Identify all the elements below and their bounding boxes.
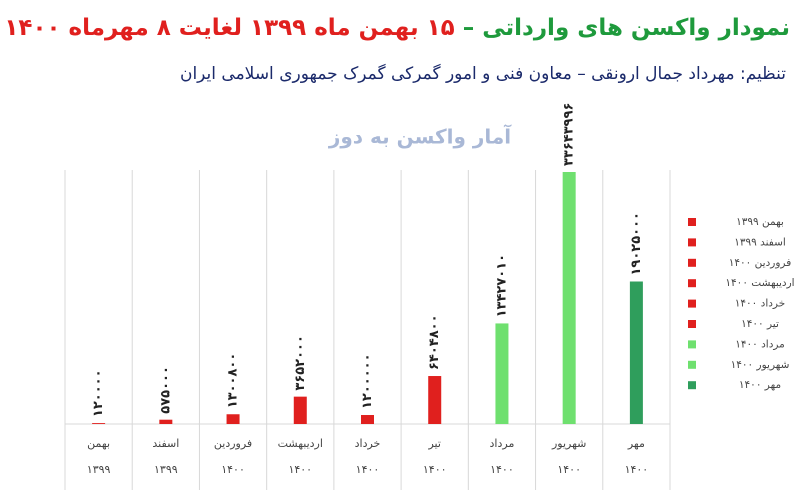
x-tick-label: بهمن ۱۳۹۹ (87, 437, 111, 476)
legend-swatch (688, 258, 696, 267)
value-label: ۱۲۰۰۰۰ (91, 369, 106, 417)
legend-label: مهر ۱۴۰۰ (739, 379, 781, 391)
x-tick-label: تیر ۱۴۰۰ (423, 437, 447, 476)
bar (562, 172, 576, 424)
x-tick-label: فروردین ۱۴۰۰ (214, 437, 252, 476)
legend-swatch (688, 218, 696, 226)
x-tick-label: خرداد ۱۴۰۰ (355, 437, 381, 476)
value-label: ۱۲۰۰۰۰۰ (360, 353, 375, 409)
legend-label: بهمن ۱۳۹۹ (736, 216, 784, 228)
legend-label: خرداد ۱۴۰۰ (735, 298, 785, 310)
bar (293, 396, 307, 424)
bar (159, 419, 173, 424)
legend-label: اردیبهشت ۱۴۰۰ (725, 277, 794, 289)
legend-label: اسفند ۱۳۹۹ (734, 236, 786, 248)
value-label: ۱۳۴۲۷۰۱۰ (494, 254, 509, 317)
value-label: ۱۹۰۲۵۰۰۰ (629, 212, 644, 275)
legend-label: تیر ۱۴۰۰ (741, 318, 779, 330)
value-label: ۶۴۰۴۸۰۰ (427, 314, 442, 370)
legend-swatch (688, 340, 696, 349)
subtitle: تنظیم: مهرداد جمال ارونقی – معاون فنی و … (180, 63, 786, 84)
value-label: ۵۷۵۰۰۰ (158, 366, 173, 414)
legend-label: فروردین ۱۴۰۰ (729, 257, 791, 269)
x-tick-label: اسفند ۱۳۹۹ (152, 437, 179, 476)
legend-swatch (688, 279, 696, 288)
bar (226, 414, 240, 424)
bar (495, 323, 509, 424)
x-tick-label: شهریور ۱۴۰۰ (551, 437, 586, 476)
title-part: نمودار واکسن های وارداتی – (463, 15, 790, 41)
chart-title: نمودار واکسن های وارداتی – ۱۵ بهمن ماه ۱… (4, 15, 790, 41)
bar (428, 376, 442, 424)
legend-swatch (688, 381, 696, 390)
value-label: ۱۳۰۰۸۰۰ (226, 353, 241, 409)
legend-swatch (688, 238, 696, 247)
legend-swatch (688, 360, 696, 369)
value-label: ۳۳۶۴۳۹۹۶ (562, 103, 577, 166)
bar (361, 415, 374, 424)
legend-label: مرداد ۱۴۰۰ (735, 338, 785, 350)
plot-title: آمار واکسن به دوز (328, 124, 512, 149)
bar (92, 423, 106, 424)
x-tick-label: مرداد ۱۴۰۰ (490, 437, 515, 476)
legend-label: شهریور ۱۴۰۰ (731, 359, 790, 371)
title-part: ۱۵ بهمن ماه ۱۳۹۹ لغایت ۸ مهرماه ۱۴۰۰ (4, 15, 454, 41)
value-label: ۳۶۵۲۰۰۰ (293, 335, 308, 391)
legend-swatch (688, 299, 696, 308)
x-tick-label: مهر ۱۴۰۰ (625, 437, 649, 476)
bar (629, 281, 643, 424)
x-tick-label: اردیبهشت ۱۴۰۰ (278, 437, 323, 476)
legend-swatch (688, 320, 696, 328)
